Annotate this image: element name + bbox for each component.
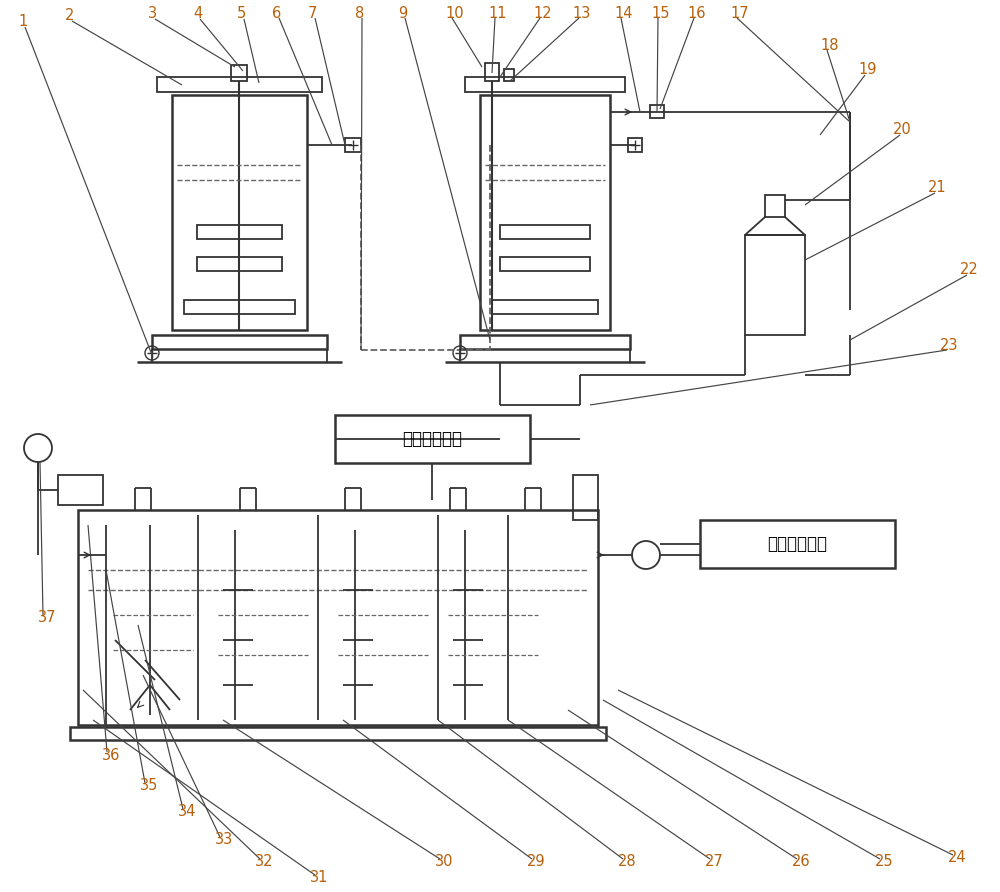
- Text: 7: 7: [308, 5, 317, 21]
- Text: 33: 33: [215, 832, 233, 847]
- Text: 2: 2: [65, 9, 74, 23]
- Text: 沼液收集装置: 沼液收集装置: [768, 535, 828, 553]
- Text: 12: 12: [533, 5, 552, 21]
- Bar: [650, 105, 664, 118]
- Bar: [184, 300, 295, 314]
- Bar: [197, 257, 282, 271]
- Text: 30: 30: [435, 855, 454, 870]
- Text: 9: 9: [398, 5, 407, 21]
- Bar: [628, 138, 642, 152]
- Bar: [157, 77, 322, 92]
- Text: 8: 8: [355, 5, 364, 21]
- Bar: [172, 95, 307, 330]
- Text: 4: 4: [193, 6, 202, 21]
- Text: 29: 29: [527, 855, 546, 870]
- Bar: [765, 195, 785, 217]
- Text: 28: 28: [618, 855, 637, 870]
- Text: 6: 6: [272, 5, 281, 21]
- Bar: [465, 77, 625, 92]
- Bar: [492, 300, 598, 314]
- Text: 20: 20: [893, 122, 912, 137]
- Text: 26: 26: [792, 855, 811, 870]
- Text: 19: 19: [858, 62, 876, 78]
- Bar: [335, 415, 530, 463]
- Text: 24: 24: [948, 850, 967, 865]
- Text: 32: 32: [255, 855, 274, 870]
- Bar: [231, 65, 247, 81]
- Text: 34: 34: [178, 805, 196, 820]
- Bar: [197, 225, 282, 239]
- Bar: [460, 335, 630, 349]
- Text: 36: 36: [102, 747, 120, 763]
- Text: 21: 21: [928, 180, 947, 195]
- Bar: [485, 63, 499, 81]
- Bar: [504, 69, 514, 81]
- Bar: [70, 727, 606, 740]
- Text: 25: 25: [875, 855, 894, 870]
- Text: 11: 11: [488, 5, 507, 21]
- Bar: [500, 257, 590, 271]
- Bar: [78, 510, 598, 725]
- Text: 14: 14: [614, 5, 633, 21]
- Bar: [500, 225, 590, 239]
- Text: 13: 13: [572, 5, 590, 21]
- Bar: [480, 95, 610, 330]
- Text: 3: 3: [148, 6, 157, 21]
- Text: 15: 15: [651, 5, 670, 21]
- Text: 35: 35: [140, 779, 158, 794]
- Bar: [152, 335, 327, 349]
- Bar: [745, 235, 805, 335]
- Text: 23: 23: [940, 337, 958, 352]
- Text: 离心处理装置: 离心处理装置: [402, 430, 462, 448]
- Text: 31: 31: [310, 871, 328, 886]
- Bar: [58, 475, 103, 505]
- Text: 1: 1: [18, 14, 27, 29]
- Text: 16: 16: [687, 5, 706, 21]
- Text: 5: 5: [237, 6, 246, 21]
- Text: 22: 22: [960, 262, 979, 277]
- Bar: [345, 138, 361, 152]
- Text: 17: 17: [730, 5, 749, 21]
- Text: 10: 10: [445, 5, 464, 21]
- Text: 37: 37: [38, 610, 56, 625]
- Text: 18: 18: [820, 37, 838, 53]
- Bar: [700, 520, 895, 568]
- Text: 27: 27: [705, 855, 724, 870]
- Bar: [573, 475, 598, 520]
